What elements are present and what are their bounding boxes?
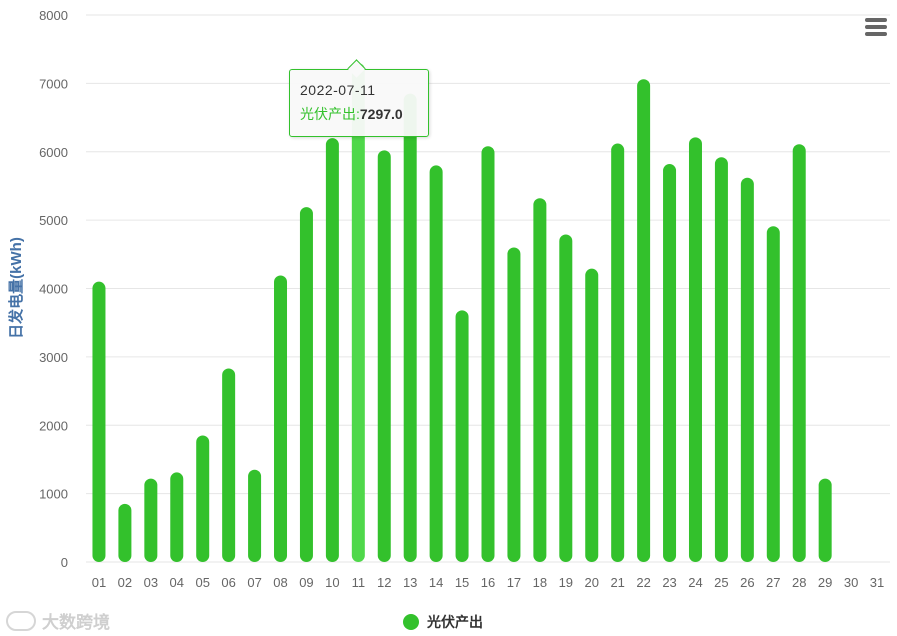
bar-18[interactable] (533, 198, 547, 562)
tooltip-date: 2022-07-11 (300, 82, 376, 98)
y-tick-label: 2000 (39, 418, 68, 433)
legend-marker (403, 614, 419, 630)
bar-01[interactable] (92, 281, 106, 562)
x-tick-label: 25 (714, 575, 728, 590)
x-tick-label: 01 (92, 575, 106, 590)
bar-28[interactable] (792, 144, 806, 562)
bar-02[interactable] (118, 503, 132, 562)
bar-21[interactable] (611, 143, 625, 563)
x-tick-label: 31 (870, 575, 884, 590)
bar-15[interactable] (455, 310, 469, 562)
bar-09[interactable] (299, 207, 313, 563)
bar-16[interactable] (481, 146, 495, 562)
bar-11[interactable] (351, 63, 365, 562)
legend-label: 光伏产出 (427, 614, 483, 630)
x-tick-label: 16 (481, 575, 495, 590)
chart-menu-button[interactable] (862, 18, 890, 42)
x-tick-label: 04 (170, 575, 184, 590)
x-tick-label: 11 (352, 575, 366, 590)
x-tick-label: 27 (766, 575, 780, 590)
bar-19[interactable] (559, 234, 573, 562)
bar-12[interactable] (377, 150, 391, 562)
tooltip-series-label: 光伏产出: (300, 106, 360, 122)
watermark-logo-icon (6, 610, 36, 631)
x-tick-label: 17 (507, 575, 521, 590)
bar-24[interactable] (688, 137, 702, 563)
y-tick-label: 1000 (39, 487, 68, 502)
bar-22[interactable] (637, 79, 651, 563)
bar-13[interactable] (403, 93, 417, 562)
y-tick-label: 4000 (39, 282, 68, 297)
bar-29[interactable] (818, 478, 832, 562)
x-tick-label: 14 (429, 575, 443, 590)
x-tick-label: 19 (559, 575, 573, 590)
x-tick-label: 28 (792, 575, 806, 590)
x-tick-label: 13 (403, 575, 417, 590)
bar-04[interactable] (170, 472, 184, 562)
x-tick-label: 18 (533, 575, 547, 590)
y-tick-label: 8000 (39, 8, 68, 23)
watermark: 大数跨境 (6, 608, 110, 633)
tooltip: 2022-07-11 光伏产出:7297.0 (289, 59, 429, 137)
x-tick-label: 06 (221, 575, 235, 590)
bar-25[interactable] (714, 157, 728, 562)
bar-08[interactable] (274, 275, 288, 562)
bar-27[interactable] (766, 226, 780, 562)
x-tick-label: 26 (740, 575, 754, 590)
y-tick-label: 3000 (39, 350, 68, 365)
y-tick-label: 5000 (39, 213, 68, 228)
x-tick-label: 21 (610, 575, 624, 590)
tooltip-value: 7297.0 (359, 106, 403, 122)
y-axis-ticks: 0 1000 2000 3000 4000 5000 6000 7000 8000 (39, 8, 68, 570)
bar-14[interactable] (429, 165, 443, 563)
y-tick-label: 0 (61, 555, 68, 570)
bars (92, 63, 832, 563)
x-tick-label: 22 (636, 575, 650, 590)
x-tick-label: 12 (377, 575, 391, 590)
watermark-text: 大数跨境 (42, 613, 110, 632)
x-tick-label: 09 (299, 575, 313, 590)
x-tick-label: 10 (325, 575, 339, 590)
y-axis-label: 日发电量(kWh) (7, 237, 25, 339)
bar-07[interactable] (248, 469, 262, 562)
x-tick-label: 02 (118, 575, 132, 590)
y-tick-label: 7000 (39, 76, 68, 91)
bar-17[interactable] (507, 247, 521, 562)
bar-05[interactable] (196, 435, 210, 562)
x-tick-label: 20 (585, 575, 599, 590)
bar-10[interactable] (325, 138, 339, 562)
x-tick-label: 05 (195, 575, 209, 590)
bar-26[interactable] (740, 177, 754, 563)
x-tick-label: 08 (273, 575, 287, 590)
y-tick-label: 6000 (39, 145, 68, 160)
x-tick-label: 29 (818, 575, 832, 590)
x-tick-label: 03 (144, 575, 158, 590)
x-axis-ticks: 01 02 03 04 05 06 07 08 09 10 11 12 13 14 15 16 17 18 19 20… (92, 575, 885, 590)
bar-20[interactable] (585, 268, 599, 562)
x-tick-label: 15 (455, 575, 469, 590)
x-tick-label: 24 (688, 575, 702, 590)
bar-06[interactable] (222, 368, 236, 562)
x-tick-label: 30 (844, 575, 858, 590)
x-tick-label: 23 (662, 575, 676, 590)
legend-item[interactable]: 光伏产出 (403, 612, 483, 632)
bar-23[interactable] (663, 164, 677, 562)
bar-03[interactable] (144, 478, 158, 562)
x-tick-label: 07 (247, 575, 261, 590)
hamburger-menu-icon (865, 18, 887, 22)
